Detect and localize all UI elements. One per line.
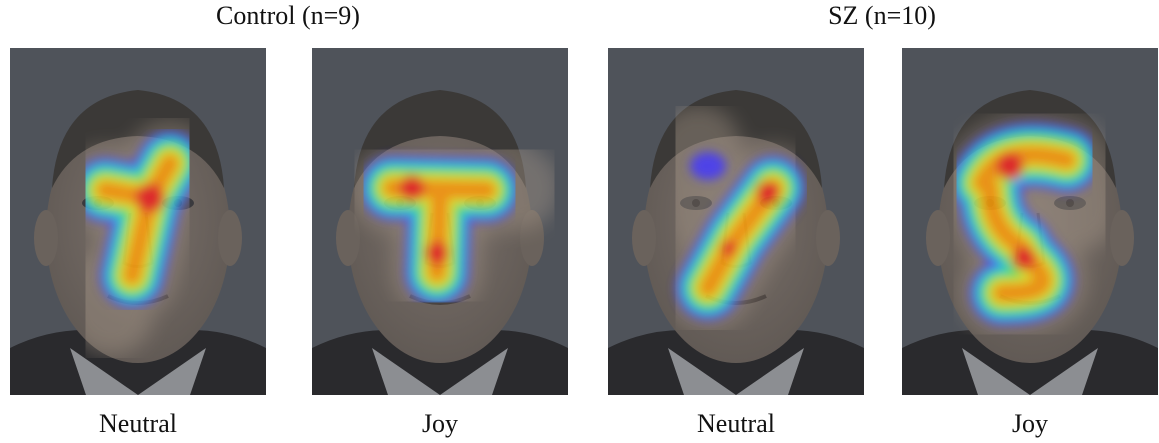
figure: Control (n=9) SZ (n=10) Neutral Joy Neutra… <box>0 0 1159 443</box>
panel-label: Joy <box>422 409 458 438</box>
panel-label: Neutral <box>99 409 177 438</box>
group-title: Control (n=9) <box>216 1 360 30</box>
heat-peak <box>720 240 736 256</box>
heat-peak <box>425 241 449 265</box>
heat-peak <box>756 181 780 205</box>
heatmap <box>690 148 780 288</box>
heatmap <box>982 152 1077 293</box>
heat-spot <box>690 152 726 180</box>
face-panel <box>902 48 1158 395</box>
heatmap <box>105 163 170 313</box>
heat-core <box>105 163 170 276</box>
panel-label: Neutral <box>697 409 775 438</box>
face-panel <box>608 48 864 395</box>
heat-peak <box>399 175 425 201</box>
heat-peak <box>135 183 165 213</box>
group-title: SZ (n=10) <box>828 1 936 30</box>
face-panel <box>312 48 568 395</box>
panel-label: Joy <box>1012 409 1048 438</box>
heat-peak <box>1012 246 1036 270</box>
face-panel <box>10 48 266 395</box>
heat-peak <box>996 152 1024 180</box>
